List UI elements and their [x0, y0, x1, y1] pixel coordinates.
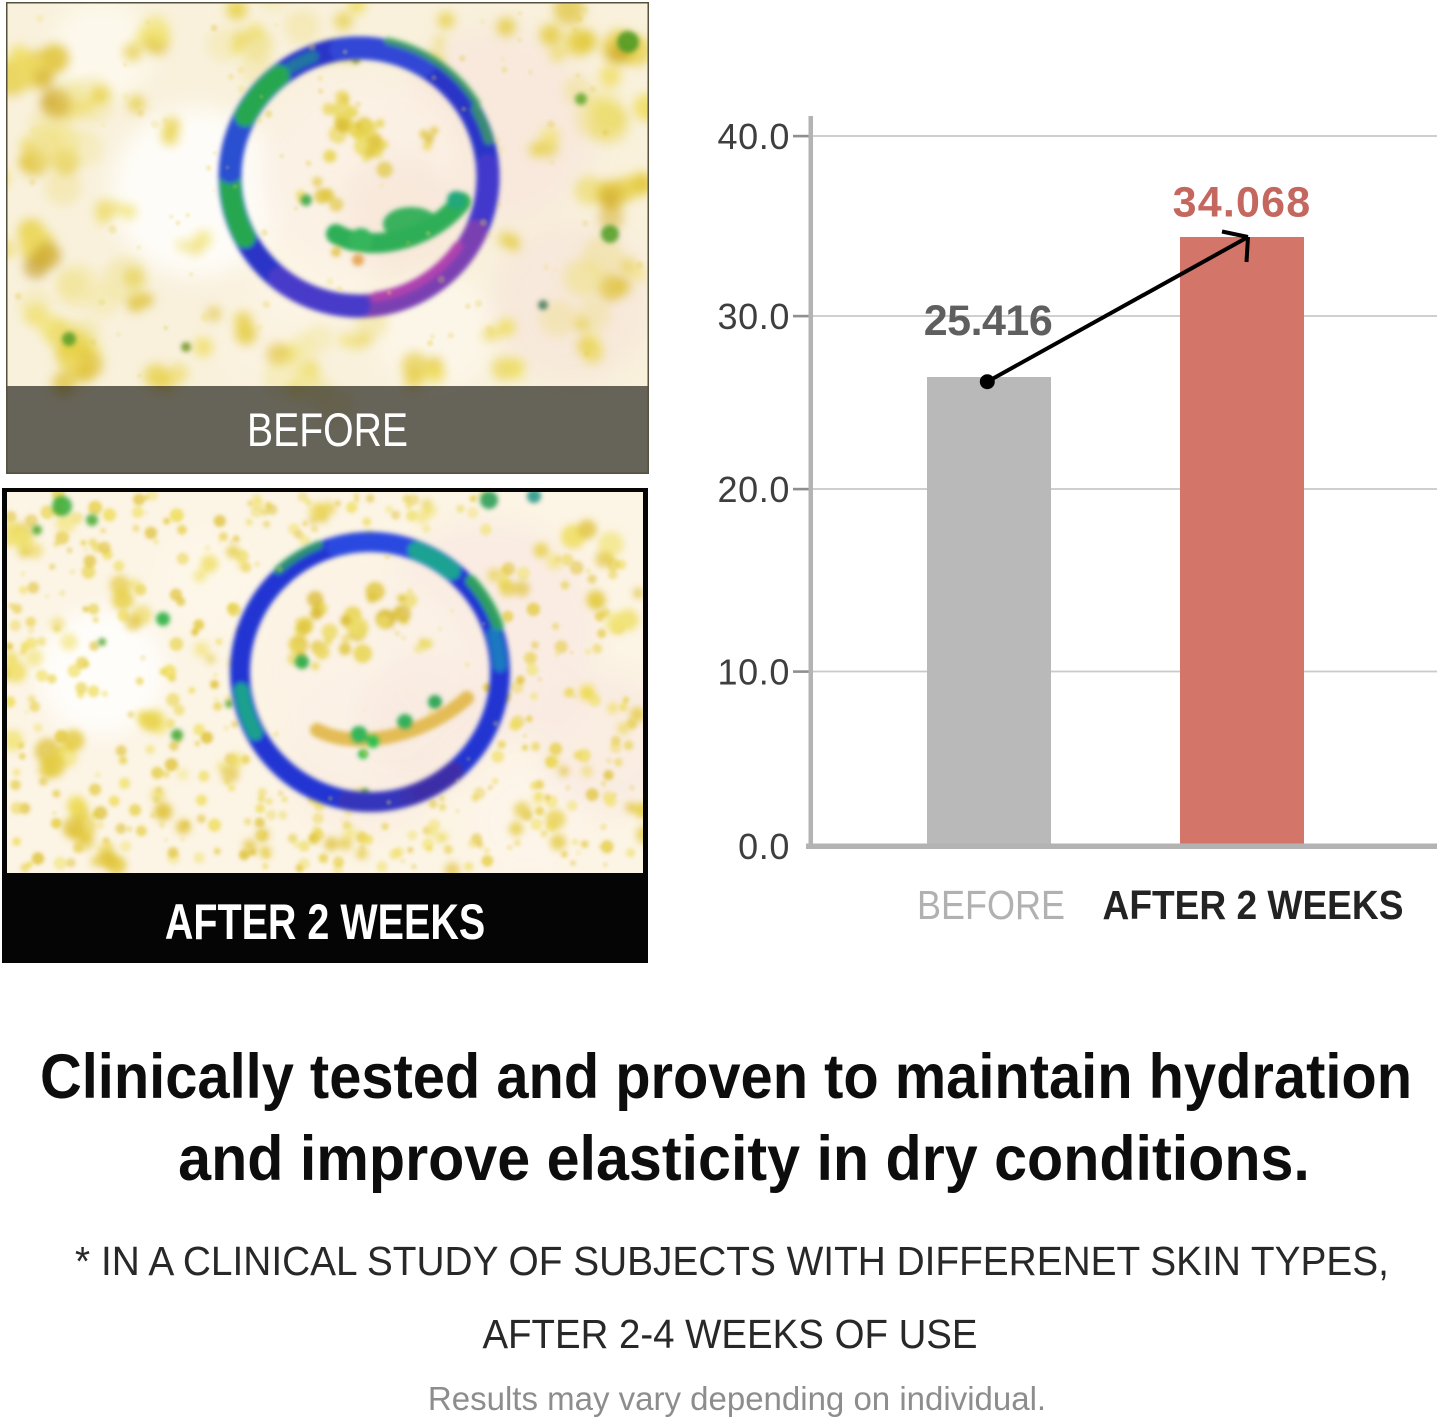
- svg-text:AFTER 2 WEEKS: AFTER 2 WEEKS: [1103, 883, 1404, 928]
- svg-text:20.0: 20.0: [718, 469, 790, 510]
- svg-text:0.0: 0.0: [738, 826, 790, 867]
- svg-text:* IN A CLINICAL STUDY OF SUBJE: * IN A CLINICAL STUDY OF SUBJECTS WITH D…: [75, 1239, 1389, 1284]
- svg-text:Results may vary depending on: Results may vary depending on individual…: [428, 1380, 1046, 1417]
- svg-text:and improve elasticity in dry: and improve elasticity in dry conditions…: [178, 1123, 1310, 1193]
- svg-text:30.0: 30.0: [718, 296, 790, 337]
- svg-text:Clinically tested and proven t: Clinically tested and proven to maintain…: [40, 1041, 1412, 1112]
- svg-text:BEFORE: BEFORE: [917, 883, 1065, 929]
- svg-text:AFTER 2 WEEKS: AFTER 2 WEEKS: [165, 894, 485, 951]
- svg-text:34.068: 34.068: [1173, 179, 1312, 227]
- svg-text:10.0: 10.0: [718, 652, 790, 693]
- svg-text:AFTER 2-4 WEEKS OF USE: AFTER 2-4 WEEKS OF USE: [482, 1312, 977, 1357]
- svg-text:BEFORE: BEFORE: [247, 405, 408, 457]
- svg-text:25.416: 25.416: [924, 297, 1053, 345]
- svg-text:40.0: 40.0: [718, 116, 790, 157]
